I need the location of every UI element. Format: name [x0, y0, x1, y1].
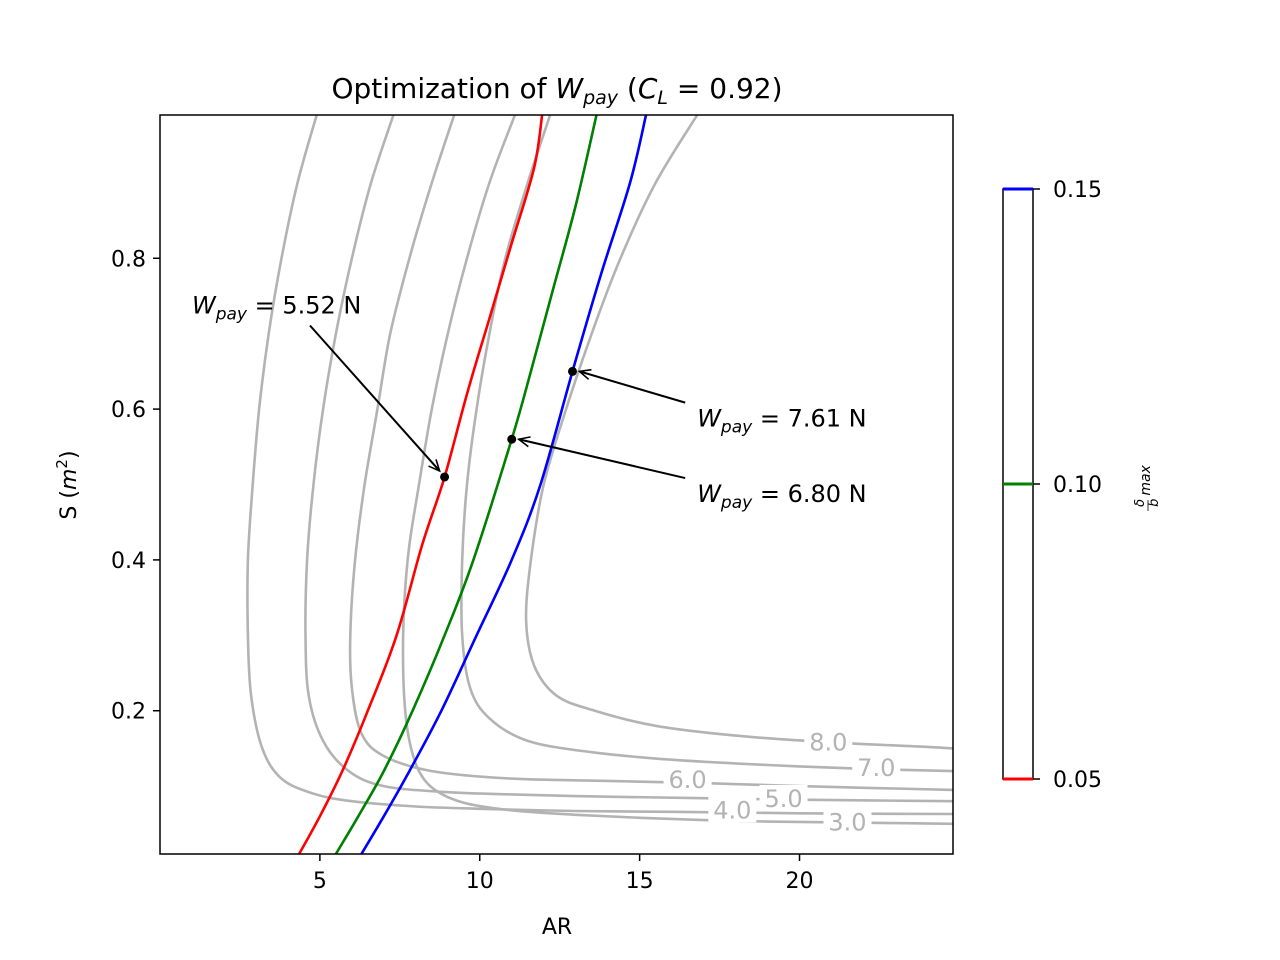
annotation-text-7.61: Wpay = 7.61 N — [697, 405, 866, 438]
y-tick-label: 0.4 — [111, 549, 146, 574]
contour-label-bg — [759, 784, 808, 811]
contour-label-8.0: 8.0 — [809, 728, 847, 756]
series-line-0.10 — [334, 115, 598, 854]
x-tick-label: 20 — [786, 869, 814, 894]
x-tick-label: 15 — [626, 869, 654, 894]
contour-line-8.0 — [524, 115, 953, 750]
colorbar-tick-label: 0.10 — [1053, 473, 1102, 498]
x-tick-label: 10 — [466, 869, 494, 894]
annotation-arrow-7.61 — [577, 368, 686, 404]
y-tick-label: 0.6 — [111, 398, 146, 423]
contour-line-5.0 — [304, 115, 953, 803]
y-axis-label: S (m2) — [53, 450, 82, 519]
colorbar: 0.15 0.10 0.05 δbmax — [1002, 178, 1162, 793]
contour-lines — [246, 115, 953, 826]
series-lines — [297, 115, 648, 854]
optimum-point-6.80 — [507, 434, 517, 444]
contour-line-4.0 — [246, 115, 953, 816]
x-tick-label: 5 — [313, 869, 327, 894]
contour-label-3.0: 3.0 — [828, 808, 866, 836]
chart-title: Optimization of Wpay (CL = 0.92) — [331, 72, 782, 109]
colorbar-ticks: 0.15 0.10 0.05 — [1033, 178, 1102, 793]
contour-label-bg — [663, 766, 712, 793]
series-line-0.15 — [360, 115, 648, 854]
contour-labels: 3.0 4.0 5.0 6.0 7.0 8.0 — [663, 728, 901, 836]
colorbar-tick-label: 0.05 — [1053, 768, 1102, 793]
colorbar-tick-label: 0.15 — [1053, 178, 1102, 203]
annotation-text-5.52: Wpay = 5.52 N — [192, 292, 361, 325]
annotation-arrow-5.52 — [309, 324, 441, 473]
x-axis-label: AR — [542, 915, 572, 940]
contour-label-5.0: 5.0 — [764, 785, 802, 813]
colorbar-level-lines — [1003, 187, 1033, 781]
svg-text:δbmax: δbmax — [1133, 464, 1162, 506]
series-line-0.05 — [297, 115, 544, 854]
contour-label-bg — [708, 796, 757, 823]
contour-label-bg — [804, 728, 853, 755]
annotation-arrow-6.80 — [516, 436, 686, 480]
y-axis-ticks: 0.2 0.4 0.6 0.8 — [111, 247, 160, 725]
contour-label-bg — [823, 808, 872, 835]
y-tick-label: 0.2 — [111, 700, 146, 725]
x-axis-ticks: 5 10 15 20 — [313, 854, 814, 894]
y-tick-label: 0.8 — [111, 247, 146, 272]
contour-label-7.0: 7.0 — [857, 754, 895, 782]
optimum-point-5.52 — [440, 472, 450, 482]
annotation-text-6.80: Wpay = 6.80 N — [697, 480, 866, 513]
contour-label-6.0: 6.0 — [669, 766, 707, 794]
contour-label-bg — [852, 754, 901, 781]
colorbar-label: δbmax — [1133, 464, 1162, 511]
plot-frame — [159, 114, 954, 855]
annotations: Wpay = 5.52 N Wpay = 7.61 N Wpay = 6.80 N — [192, 292, 867, 514]
contour-label-4.0: 4.0 — [713, 796, 751, 824]
optimum-point-7.61 — [567, 366, 577, 376]
